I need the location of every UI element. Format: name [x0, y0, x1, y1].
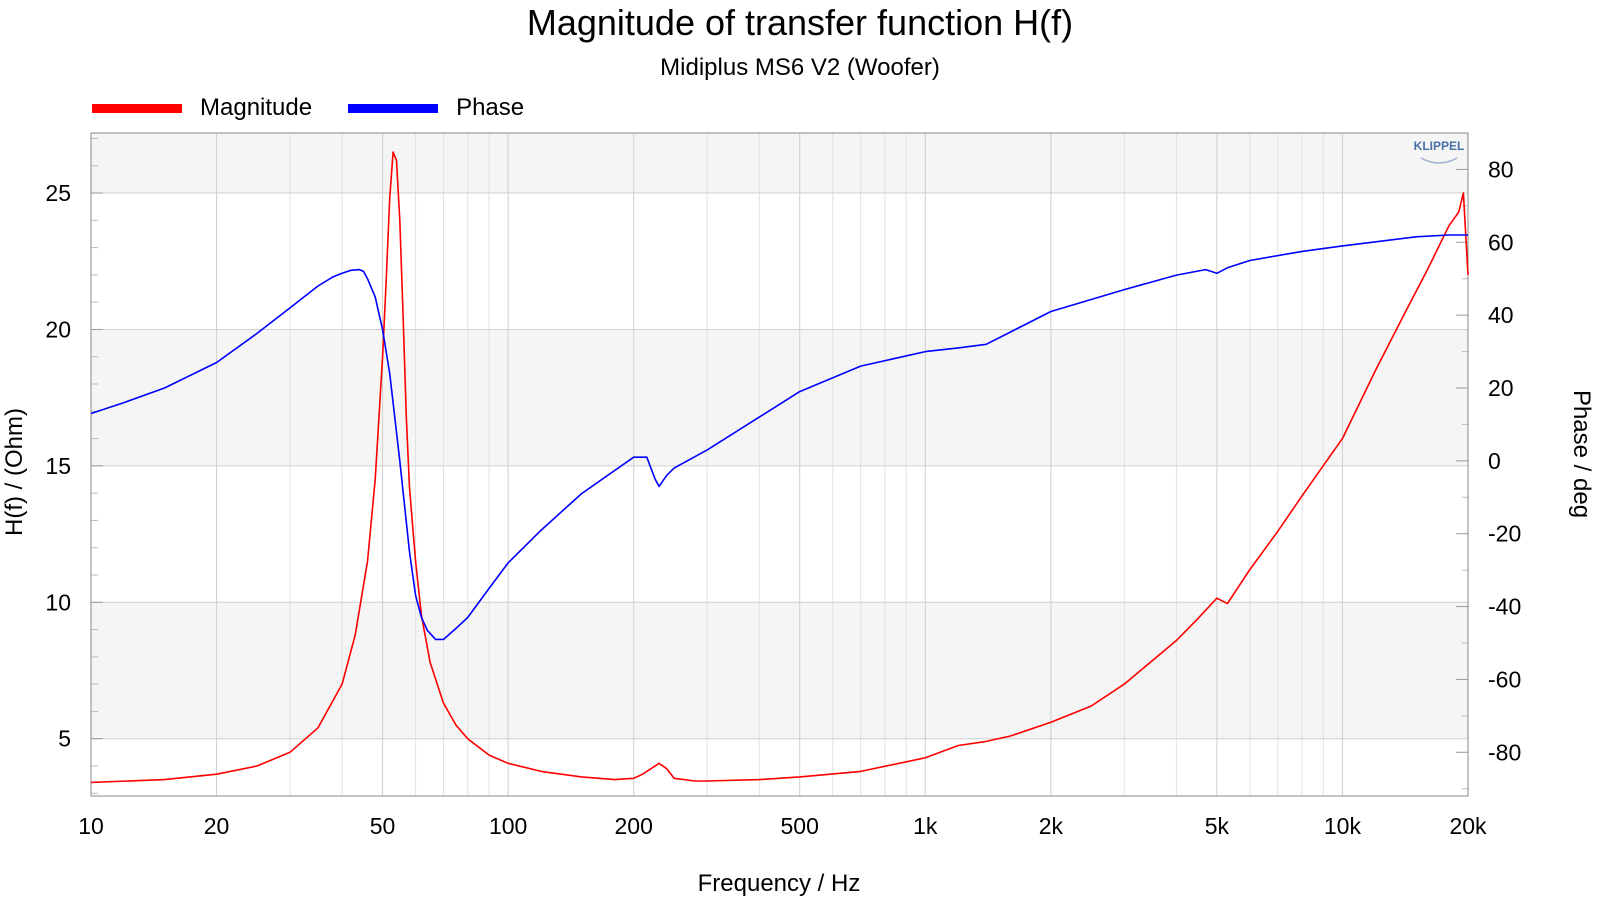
x-tick-label: 5k: [1205, 813, 1230, 839]
legend-swatch-magnitude: [92, 103, 182, 113]
plot-band: [91, 602, 1468, 739]
plot-band: [91, 329, 1468, 466]
x-tick-label: 100: [489, 813, 527, 839]
tick-labels: 10 20 50 100 200 500 1k 2k 5k 10k 20k510152025-80-…: [45, 156, 1521, 839]
x-tick-label: 200: [615, 813, 653, 839]
legend: Magnitude Phase: [92, 94, 560, 122]
x-tick-label: 1k: [913, 813, 938, 839]
y-right-tick-label: 60: [1488, 229, 1514, 255]
legend-item-magnitude: Magnitude: [92, 94, 312, 122]
y-right-tick-label: 0: [1488, 448, 1501, 474]
y-left-tick-label: 5: [58, 726, 71, 752]
logo-text: KLIPPEL: [1414, 139, 1465, 153]
plot-band: [91, 133, 1468, 194]
y-left-tick-label: 15: [45, 453, 71, 479]
y-right-tick-label: -80: [1488, 739, 1521, 765]
data-series: [90, 151, 1469, 784]
y-left-tick-label: 20: [45, 316, 71, 342]
chart-title: Magnitude of transfer function H(f): [526, 2, 1074, 43]
y-left-tick-label: 10: [45, 589, 71, 615]
x-tick-label: 500: [781, 813, 819, 839]
plot-bands: [91, 133, 1468, 796]
y-right-tick-label: -20: [1488, 521, 1521, 547]
x-tick-label: 20: [204, 813, 230, 839]
plot-band: [91, 738, 1468, 796]
series-line-phase: [90, 234, 1468, 641]
y-right-tick-label: -60: [1488, 666, 1521, 692]
y-right-tick-label: 80: [1488, 156, 1514, 182]
plot-band: [91, 193, 1468, 330]
y-right-tick-label: 40: [1488, 302, 1514, 328]
legend-item-phase: Phase: [348, 94, 524, 122]
x-tick-label: 50: [370, 813, 396, 839]
x-tick-label: 2k: [1039, 813, 1064, 839]
y-right-tick-label: 20: [1488, 375, 1514, 401]
legend-label-magnitude: Magnitude: [200, 94, 313, 121]
x-axis-label: Frequency / Hz: [698, 870, 861, 897]
klippel-logo: KLIPPEL: [1414, 139, 1465, 164]
plot-frame: [90, 132, 1469, 797]
y-axis-label-left: H(f) / (Ohm): [1, 408, 28, 536]
legend-swatch-phase: [348, 103, 439, 113]
x-tick-label: 20k: [1449, 813, 1487, 839]
x-tick-label: 10: [78, 813, 104, 839]
y-axis-label-right: Phase / deg: [1568, 390, 1595, 518]
y-right-tick-label: -40: [1488, 594, 1521, 620]
chart-subtitle: Midiplus MS6 V2 (Woofer): [660, 54, 940, 81]
plot-band: [91, 465, 1468, 603]
y-left-tick-label: 25: [45, 180, 71, 206]
x-tick-label: 10k: [1324, 813, 1362, 839]
legend-label-phase: Phase: [456, 94, 525, 121]
series-line-magnitude: [90, 151, 1469, 784]
